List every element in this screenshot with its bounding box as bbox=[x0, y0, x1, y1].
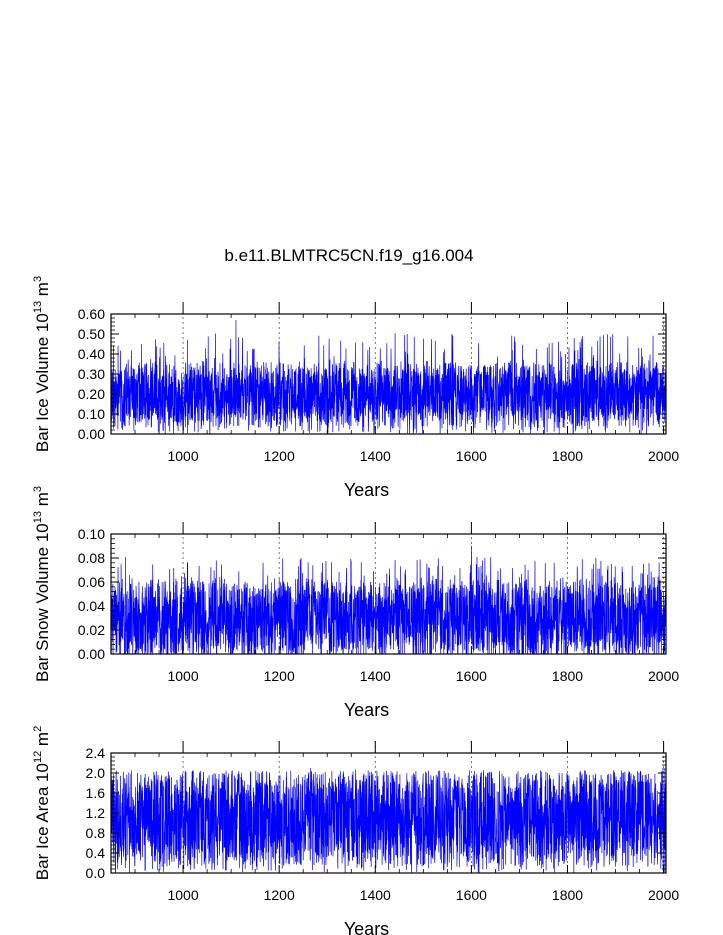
x-tick-label: 1000 bbox=[167, 668, 198, 684]
x-tick-label: 2000 bbox=[648, 887, 679, 903]
page-title: b.e11.BLMTRC5CN.f19_g16.004 bbox=[224, 246, 473, 265]
y-label-text: Bar Snow Volume 10 bbox=[33, 523, 52, 682]
y-label-text: Bar Ice Area 10 bbox=[33, 763, 52, 880]
y-tick-label: 0.0 bbox=[86, 865, 106, 881]
y-tick-label: 0.08 bbox=[78, 550, 105, 566]
y-label-exponent: 12 bbox=[32, 751, 44, 763]
x-tick-label: 2000 bbox=[648, 448, 679, 464]
y-tick-label: 0.4 bbox=[86, 845, 106, 861]
plot-frame bbox=[110, 533, 667, 655]
y-label-text: m bbox=[33, 492, 52, 511]
y-axis-label: Bar Ice Area 1012 m2 bbox=[32, 726, 52, 880]
x-tick-label: 1200 bbox=[264, 887, 295, 903]
x-axis-label: Years bbox=[344, 480, 389, 500]
x-axis-label: Years bbox=[344, 700, 389, 720]
y-label-exponent: 13 bbox=[32, 301, 44, 313]
series-line bbox=[110, 319, 667, 434]
x-tick-label: 1600 bbox=[456, 887, 487, 903]
chart-panels: 1000 1200 1400 1600 1800 2000 0.00 0.10 0.20 0.30… bbox=[32, 276, 679, 935]
y-label-text: m bbox=[33, 732, 52, 751]
y-tick-label: 2.0 bbox=[86, 765, 106, 781]
y-tick-label: 0.60 bbox=[78, 306, 105, 322]
y-tick-label: 0.00 bbox=[78, 426, 105, 442]
y-tick-label: 0.40 bbox=[78, 346, 105, 362]
x-tick-label: 1800 bbox=[552, 448, 583, 464]
y-tick-label: 0.20 bbox=[78, 386, 105, 402]
x-tick-label: 1400 bbox=[360, 887, 391, 903]
y-label-text: Bar Ice Volume 10 bbox=[33, 313, 52, 452]
y-label-text: m bbox=[33, 282, 52, 301]
x-tick-label: 2000 bbox=[648, 668, 679, 684]
y-tick-label: 1.6 bbox=[86, 785, 106, 801]
x-tick-label: 1200 bbox=[264, 668, 295, 684]
x-tick-label: 1800 bbox=[552, 887, 583, 903]
series-line bbox=[110, 767, 667, 873]
y-axis-label: Bar Snow Volume 1013 m3 bbox=[32, 486, 52, 682]
chart-panel-3: 1000 1200 1400 1600 1800 2000 0.0 0.4 0.8 1.2 1.6 2… bbox=[32, 726, 679, 935]
x-tick-label: 1600 bbox=[456, 668, 487, 684]
series-line bbox=[110, 545, 667, 655]
x-tick-label: 1600 bbox=[456, 448, 487, 464]
y-tick-label: 2.4 bbox=[86, 745, 106, 761]
y-tick-label: 0.06 bbox=[78, 574, 105, 590]
y-tick-label: 0.10 bbox=[78, 526, 105, 542]
y-tick-label: 0.00 bbox=[78, 646, 105, 662]
y-label-exponent: 2 bbox=[32, 726, 44, 732]
y-tick-label: 0.8 bbox=[86, 825, 106, 841]
y-tick-label: 0.02 bbox=[78, 622, 105, 638]
chart-panel-1: 1000 1200 1400 1600 1800 2000 0.00 0.10 0.20 0.30… bbox=[32, 276, 679, 500]
x-tick-label: 1400 bbox=[360, 668, 391, 684]
y-label-exponent: 3 bbox=[32, 486, 44, 492]
chart-panel-2: 1000 1200 1400 1600 1800 2000 0.00 0.02 0.04 0.06… bbox=[32, 486, 679, 720]
x-tick-label: 1400 bbox=[360, 448, 391, 464]
x-tick-label: 1200 bbox=[264, 448, 295, 464]
x-tick-label: 1000 bbox=[167, 448, 198, 464]
y-axis-label: Bar Ice Volume 1013 m3 bbox=[32, 276, 52, 452]
y-tick-label: 1.2 bbox=[86, 805, 106, 821]
x-axis-label: Years bbox=[344, 919, 389, 935]
y-tick-label: 0.10 bbox=[78, 406, 105, 422]
y-label-exponent: 13 bbox=[32, 511, 44, 523]
y-tick-label: 0.04 bbox=[78, 598, 105, 614]
y-tick-label: 0.30 bbox=[78, 366, 105, 382]
x-tick-label: 1000 bbox=[167, 887, 198, 903]
y-tick-label: 0.50 bbox=[78, 326, 105, 342]
y-label-exponent: 3 bbox=[32, 276, 44, 282]
x-tick-label: 1800 bbox=[552, 668, 583, 684]
